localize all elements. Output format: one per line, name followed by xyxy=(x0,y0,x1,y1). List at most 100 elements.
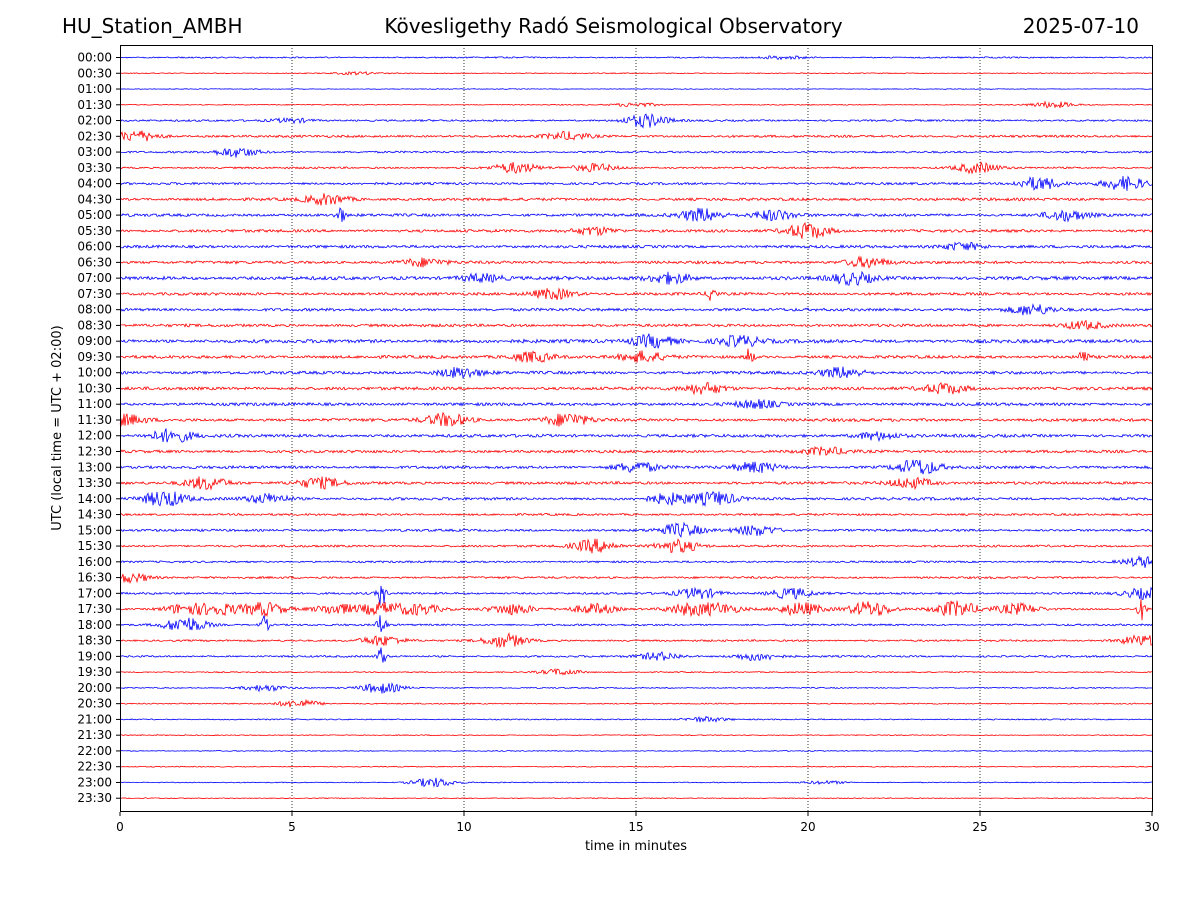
trace-1100 xyxy=(119,398,1153,409)
y-tick-label: 12:30 xyxy=(77,445,112,459)
y-tick-label: 08:00 xyxy=(77,303,112,317)
trace-2330 xyxy=(119,797,1153,800)
trace-1630 xyxy=(119,573,1153,585)
x-tick-label: 0 xyxy=(116,820,124,834)
trace-2230 xyxy=(119,765,1153,768)
y-axis-label: UTC (local time = UTC + 02:00) xyxy=(50,325,65,530)
trace-0030 xyxy=(119,70,1153,76)
y-tick-label: 18:30 xyxy=(77,634,112,648)
x-tick-label: 20 xyxy=(800,820,815,834)
y-tick-label: 14:30 xyxy=(77,508,112,522)
y-tick-label: 06:30 xyxy=(77,255,112,269)
y-tick-label: 16:30 xyxy=(77,571,112,585)
trace-1330 xyxy=(119,476,1153,491)
trace-1730 xyxy=(119,599,1153,621)
trace-layer xyxy=(119,55,1153,800)
x-axis-label: time in minutes xyxy=(585,839,687,854)
trace-1130 xyxy=(119,411,1153,427)
y-tick-label: 00:30 xyxy=(77,66,112,80)
x-axis: 0 5 10 15 20 25 30 xyxy=(116,812,1160,834)
y-tick-label: 04:30 xyxy=(77,192,112,206)
y-tick-label: 21:30 xyxy=(77,728,112,742)
y-tick-label: 07:00 xyxy=(77,271,112,285)
trace-1430 xyxy=(119,512,1153,517)
y-tick-label: 19:30 xyxy=(77,665,112,679)
observatory-title: Kövesligethy Radó Seismological Observat… xyxy=(384,14,843,38)
trace-0000 xyxy=(119,55,1153,61)
trace-2200 xyxy=(119,749,1153,752)
y-tick-label: 16:00 xyxy=(77,555,112,569)
grid-layer xyxy=(291,45,981,812)
trace-0830 xyxy=(119,319,1153,331)
x-tick-label: 25 xyxy=(972,820,987,834)
y-tick-label: 01:30 xyxy=(77,98,112,112)
trace-2100 xyxy=(119,715,1153,723)
trace-0800 xyxy=(119,303,1153,316)
y-tick-label: 09:30 xyxy=(77,350,112,364)
y-tick-label: 22:30 xyxy=(77,760,112,774)
trace-1900 xyxy=(119,647,1153,663)
trace-2300 xyxy=(119,777,1153,788)
y-tick-label: 08:30 xyxy=(77,318,112,332)
trace-2130 xyxy=(119,734,1153,737)
y-tick-label: 23:30 xyxy=(77,791,112,805)
y-tick-label: 06:00 xyxy=(77,240,112,254)
trace-0100 xyxy=(119,88,1153,90)
trace-0500 xyxy=(119,207,1153,223)
trace-1000 xyxy=(119,366,1153,379)
y-tick-label: 04:00 xyxy=(77,177,112,191)
y-tick-label: 03:00 xyxy=(77,145,112,159)
trace-1200 xyxy=(119,428,1153,443)
y-tick-label: 15:00 xyxy=(77,523,112,537)
trace-0200 xyxy=(119,113,1153,129)
x-tick-label: 10 xyxy=(456,820,471,834)
y-tick-label: 10:30 xyxy=(77,381,112,395)
trace-0130 xyxy=(119,100,1153,109)
y-tick-label: 11:30 xyxy=(77,413,112,427)
y-tick-label: 23:00 xyxy=(77,775,112,789)
x-tick-label: 5 xyxy=(288,820,296,834)
trace-0730 xyxy=(119,287,1153,301)
trace-1800 xyxy=(119,615,1153,633)
y-tick-label: 01:00 xyxy=(77,82,112,96)
y-tick-label: 12:00 xyxy=(77,429,112,443)
y-tick-label: 20:00 xyxy=(77,681,112,695)
trace-0230 xyxy=(119,130,1153,142)
y-tick-label: 17:00 xyxy=(77,586,112,600)
y-tick-label: 02:00 xyxy=(77,114,112,128)
x-tick-label: 30 xyxy=(1144,820,1159,834)
y-tick-label: 19:00 xyxy=(77,649,112,663)
trace-1830 xyxy=(119,632,1153,649)
trace-0900 xyxy=(119,333,1153,349)
y-tick-label: 18:00 xyxy=(77,618,112,632)
y-tick-label: 14:00 xyxy=(77,492,112,506)
plot-frame xyxy=(120,45,1153,812)
trace-0600 xyxy=(119,241,1153,252)
trace-1530 xyxy=(119,538,1153,554)
trace-0930 xyxy=(119,348,1153,363)
y-tick-label: 13:00 xyxy=(77,460,112,474)
trace-1700 xyxy=(119,585,1153,605)
y-tick-label: 03:30 xyxy=(77,161,112,175)
y-tick-label: 17:30 xyxy=(77,602,112,616)
trace-0300 xyxy=(119,147,1153,158)
y-tick-label: 09:00 xyxy=(77,334,112,348)
trace-2000 xyxy=(119,682,1153,694)
trace-0400 xyxy=(119,175,1153,191)
y-tick-label: 07:30 xyxy=(77,287,112,301)
trace-0330 xyxy=(119,160,1153,175)
trace-0700 xyxy=(119,270,1153,287)
y-tick-label: 20:30 xyxy=(77,697,112,711)
plot-date: 2025-07-10 xyxy=(1022,14,1139,38)
y-tick-label: 22:00 xyxy=(77,744,112,758)
y-tick-label: 13:30 xyxy=(77,476,112,490)
trace-0430 xyxy=(119,193,1153,206)
station-name: HU_Station_AMBH xyxy=(62,14,243,38)
y-tick-label: 02:30 xyxy=(77,129,112,143)
trace-0530 xyxy=(119,221,1153,239)
trace-2030 xyxy=(119,698,1153,708)
y-tick-label: 00:00 xyxy=(77,51,112,65)
y-tick-label: 10:00 xyxy=(77,366,112,380)
